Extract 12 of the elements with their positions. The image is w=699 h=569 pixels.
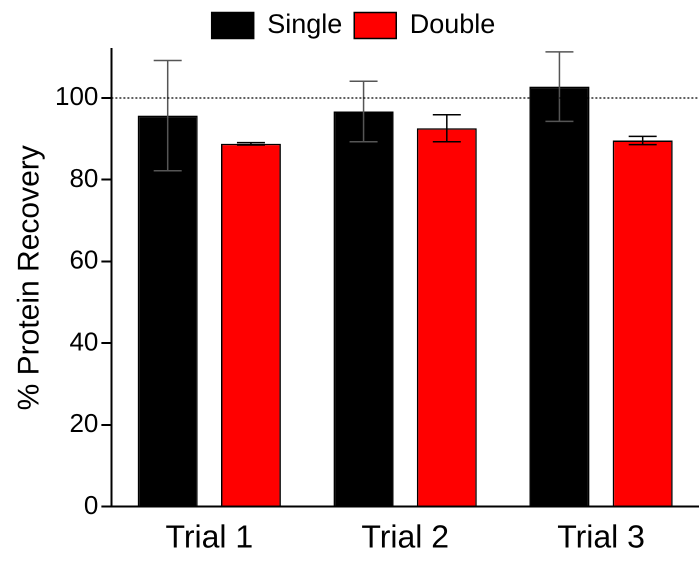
- y-tick-label: 100: [54, 81, 98, 112]
- y-tick-label: 80: [69, 162, 98, 193]
- y-tick-label: 0: [84, 490, 98, 520]
- y-tick-label: 20: [69, 408, 98, 438]
- x-tick-label: Trial 1: [165, 518, 254, 555]
- y-tick-label: 40: [69, 326, 98, 356]
- x-tick-label: Trial 2: [361, 518, 450, 555]
- y-tick-label: 60: [69, 244, 98, 275]
- legend-label: Double: [410, 8, 496, 39]
- y-axis-title: % Protein Recovery: [12, 145, 46, 410]
- x-tick-label: Trial 3: [557, 518, 645, 555]
- legend-label: Single: [267, 8, 342, 39]
